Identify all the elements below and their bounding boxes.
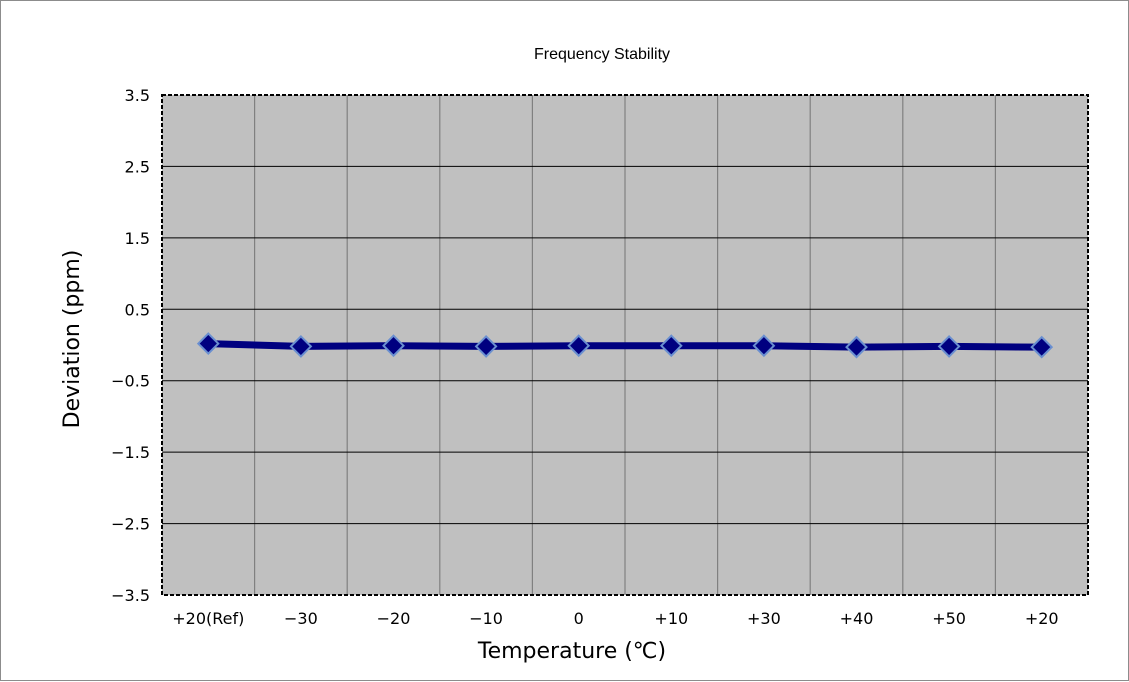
plot-border [161, 94, 1089, 596]
x-axis-label: Temperature (℃) [477, 639, 666, 664]
data-point-marker [289, 335, 313, 358]
data-point-marker [845, 335, 868, 359]
x-tick-label: +20 [1025, 609, 1059, 628]
y-tick-label: 3.5 [125, 86, 150, 105]
x-tick-label: +10 [654, 609, 688, 628]
x-tick-label: 0 [574, 609, 584, 628]
data-point-marker [196, 332, 220, 355]
data-point-marker [752, 334, 776, 358]
series-line [208, 340, 1042, 351]
y-tick-label: 1.5 [125, 229, 150, 248]
data-point-marker [1030, 335, 1054, 359]
y-tick-label: 2.5 [125, 157, 150, 176]
data-point-marker [567, 334, 591, 358]
y-tick-label: −0.5 [111, 372, 150, 391]
x-tick-label: +30 [747, 609, 781, 628]
y-tick-label: −1.5 [111, 443, 150, 462]
x-tick-label: −10 [469, 609, 503, 628]
x-tick-label: +40 [840, 609, 874, 628]
y-tick-label: 0.5 [125, 300, 150, 319]
y-tick-label: −3.5 [111, 586, 150, 605]
y-tick-label: −2.5 [111, 515, 150, 534]
data-point-marker [937, 335, 961, 358]
plot-layer: 3.5 2.5 1.5 0.5 −0.5 −1.5 −2.5 −3.5 +20(Ref) −30 −… [111, 86, 1089, 628]
x-tick-label: −30 [284, 609, 318, 628]
data-point-marker [659, 334, 683, 358]
y-axis-label: Deviation (ppm) [60, 250, 85, 429]
data-point-marker [474, 335, 498, 358]
x-tick-label: +50 [932, 609, 966, 628]
data-point-marker [382, 334, 405, 358]
x-tick-label: −20 [377, 609, 411, 628]
x-tick-label: +20(Ref) [172, 609, 244, 628]
chart-title: Frequency Stability [534, 46, 670, 63]
